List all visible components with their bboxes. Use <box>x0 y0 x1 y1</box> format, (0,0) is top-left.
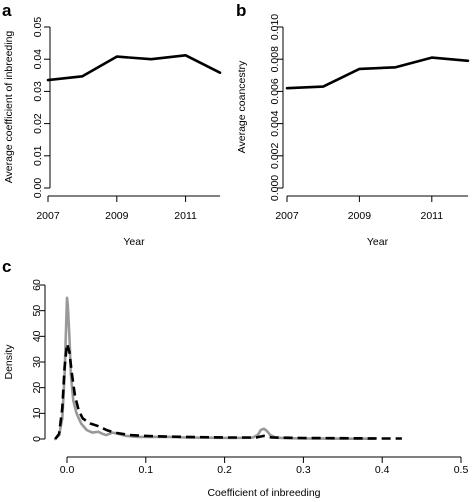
panel-b-y-tick-label: 0.006 <box>269 78 281 104</box>
panel-b-y-tick-label: 0.008 <box>269 46 281 72</box>
panel-b-letter: b <box>236 1 246 20</box>
panel-c-x-tick-label: 0.3 <box>296 464 311 476</box>
panel-a-x-axis-title: Year <box>123 236 145 248</box>
panel-c-x-tick-label: 0.0 <box>60 464 75 476</box>
panel-b-y-axis-title: Average coancestry <box>236 60 248 153</box>
panel-c-x-tick-label: 0.5 <box>454 464 469 476</box>
panel-c-series-1-line <box>54 342 402 440</box>
panel-b-y-tick-label: 0.004 <box>269 110 281 136</box>
panel-c-y-tick-label: 0 <box>31 436 43 442</box>
panel-a-chart: 0.00 0.01 0.02 0.03 0.04 0.05 2007 2009 2011 Year… <box>3 17 222 248</box>
panel-b-y-tick-label: 0.002 <box>269 143 281 169</box>
panel-c-x-tick-label: 0.2 <box>217 464 232 476</box>
panel-b-x-tick-label: 2011 <box>421 210 444 222</box>
panel-c-series-0-line <box>53 296 376 441</box>
panel-a-y-tick-label: 0.01 <box>32 145 44 166</box>
panel-c-y-axis-title: Density <box>3 344 15 380</box>
panel-a-y-tick-label: 0.05 <box>32 17 44 38</box>
panel-c-x-tick-label: 0.1 <box>138 464 153 476</box>
panel-b-y-tick-label: 0.010 <box>269 14 281 40</box>
panel-b-y-tick-label: 0.000 <box>269 175 281 201</box>
panel-c-x-tick-label: 0.4 <box>375 464 390 476</box>
panel-c-y-tick-label: 30 <box>31 356 43 368</box>
panel-a-series-0-line <box>46 54 222 82</box>
panel-b-series-0-line <box>285 56 470 90</box>
panel-a-x-tick-label: 2007 <box>36 210 60 222</box>
panel-b-x-axis-title: Year <box>367 236 389 248</box>
panel-c-y-tick-label: 40 <box>31 330 43 342</box>
panel-c-y-tick-label: 10 <box>31 407 43 419</box>
panel-a-y-tick-label: 0.02 <box>32 113 44 134</box>
panel-a-y-tick-label: 0.04 <box>32 49 44 70</box>
panel-a-x-tick-label: 2009 <box>105 210 129 222</box>
panel-c-y-tick-label: 20 <box>31 382 43 394</box>
panel-c-y-tick-label: 60 <box>31 279 43 291</box>
panel-b-chart: 0.000 0.002 0.004 0.006 0.008 0.010 2007 2009 20… <box>236 14 470 248</box>
panel-a-letter: a <box>2 1 12 20</box>
panel-a-y-axis-title: Average coefficient of inbreeding <box>3 31 15 184</box>
panel-b-x-tick-label: 2007 <box>275 210 299 222</box>
panel-c-chart: 0 10 20 30 40 50 60 0.0 0.1 0.2 0.3 0.4 0.5 Coefficie… <box>3 279 468 499</box>
panel-c-letter: c <box>2 257 11 276</box>
panel-a-x-tick-label: 2011 <box>174 210 197 222</box>
panel-a-y-tick-label: 0.03 <box>32 81 44 102</box>
panel-c-y-tick-label: 50 <box>31 305 43 317</box>
panel-a-y-tick-label: 0.00 <box>32 178 44 199</box>
panel-c-x-axis-title: Coefficient of inbreeding <box>207 487 320 499</box>
panel-b-x-tick-label: 2009 <box>348 210 372 222</box>
